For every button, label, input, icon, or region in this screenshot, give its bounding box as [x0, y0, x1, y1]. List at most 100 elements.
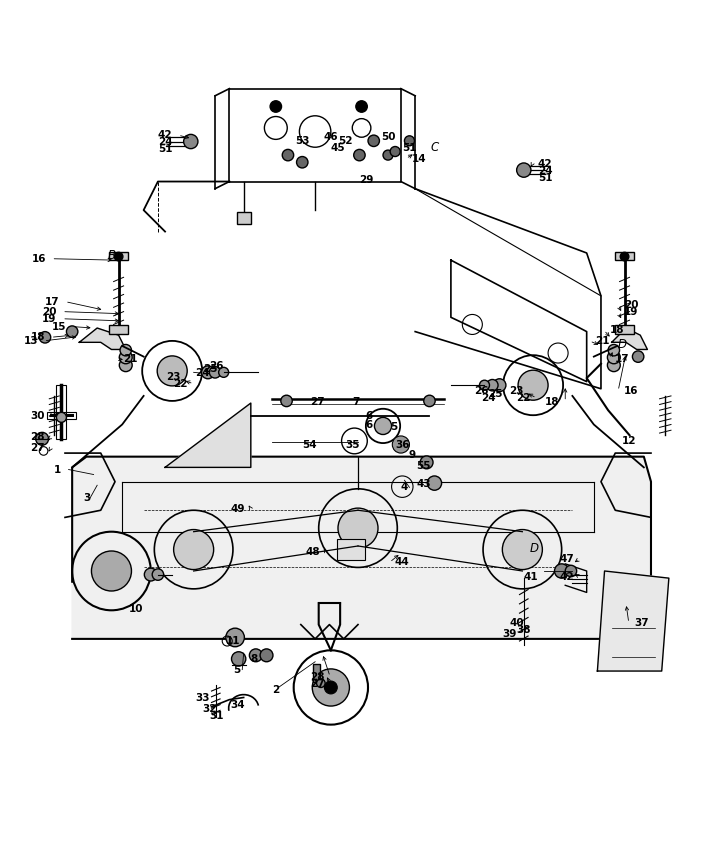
Circle shape — [153, 569, 164, 580]
Text: 41: 41 — [523, 571, 538, 582]
Circle shape — [503, 530, 542, 570]
Text: 48: 48 — [306, 547, 320, 557]
Text: 54: 54 — [302, 440, 316, 449]
Text: 45: 45 — [331, 143, 345, 153]
Circle shape — [632, 351, 644, 363]
Text: 51: 51 — [158, 144, 173, 155]
Text: 38: 38 — [516, 626, 531, 635]
Circle shape — [554, 564, 569, 578]
Text: 51: 51 — [538, 173, 553, 183]
Text: 4: 4 — [401, 482, 408, 492]
Circle shape — [158, 356, 187, 386]
Text: 36: 36 — [395, 440, 410, 449]
Text: 31: 31 — [209, 711, 224, 721]
Circle shape — [145, 568, 158, 581]
Bar — [337, 539, 365, 560]
Text: 20: 20 — [624, 301, 638, 310]
Circle shape — [249, 649, 262, 661]
Text: 51: 51 — [402, 143, 417, 153]
Circle shape — [67, 326, 78, 337]
Circle shape — [231, 652, 246, 666]
Text: 42: 42 — [559, 571, 574, 582]
Circle shape — [36, 432, 49, 445]
Text: 19: 19 — [42, 314, 57, 323]
Circle shape — [374, 418, 392, 435]
Bar — [236, 211, 251, 224]
Circle shape — [487, 380, 498, 391]
Text: 8: 8 — [251, 654, 258, 664]
Text: 24: 24 — [538, 166, 553, 176]
Bar — [615, 325, 634, 334]
Circle shape — [316, 679, 325, 688]
Circle shape — [390, 147, 400, 156]
Circle shape — [226, 628, 244, 647]
Text: 28: 28 — [31, 432, 45, 442]
Circle shape — [57, 413, 67, 422]
Text: 18: 18 — [31, 332, 45, 342]
Text: 30: 30 — [31, 411, 45, 421]
Text: 21: 21 — [595, 336, 609, 346]
Text: 18: 18 — [609, 325, 624, 335]
Text: 52: 52 — [338, 136, 352, 146]
Text: 35: 35 — [345, 440, 359, 449]
Circle shape — [518, 370, 548, 400]
Circle shape — [565, 565, 576, 576]
Circle shape — [201, 366, 214, 379]
Text: 15: 15 — [52, 322, 67, 332]
Text: 12: 12 — [622, 436, 637, 446]
Text: 2: 2 — [272, 685, 279, 695]
Text: 50: 50 — [381, 132, 395, 143]
Polygon shape — [611, 328, 647, 350]
Circle shape — [427, 476, 442, 490]
Circle shape — [392, 436, 410, 453]
Text: 49: 49 — [231, 503, 245, 514]
Text: 13: 13 — [24, 336, 38, 346]
Text: 42: 42 — [538, 159, 553, 169]
Text: 14: 14 — [412, 154, 426, 164]
Circle shape — [282, 149, 294, 160]
Text: D: D — [618, 338, 627, 351]
Text: 6: 6 — [365, 419, 372, 430]
Circle shape — [312, 669, 349, 706]
Circle shape — [383, 150, 393, 160]
Text: 22: 22 — [173, 379, 188, 389]
Bar — [615, 251, 634, 260]
Text: C: C — [430, 142, 439, 155]
Circle shape — [120, 345, 132, 356]
Text: 24: 24 — [195, 368, 210, 378]
Circle shape — [620, 252, 629, 261]
Polygon shape — [597, 571, 669, 671]
Circle shape — [424, 395, 435, 407]
Circle shape — [120, 359, 132, 372]
Text: 25: 25 — [488, 390, 503, 400]
Circle shape — [115, 252, 123, 261]
Circle shape — [480, 380, 490, 391]
Text: 55: 55 — [417, 461, 431, 471]
Circle shape — [281, 395, 292, 407]
Text: 19: 19 — [624, 307, 638, 318]
Text: D: D — [530, 542, 539, 554]
Text: 47: 47 — [559, 554, 574, 564]
Text: 17: 17 — [45, 296, 59, 306]
Bar — [110, 325, 128, 334]
Text: 23: 23 — [509, 386, 524, 396]
Circle shape — [356, 101, 367, 112]
Text: 43: 43 — [417, 479, 431, 489]
Bar — [57, 385, 67, 439]
Circle shape — [39, 332, 51, 343]
Circle shape — [517, 163, 531, 177]
Bar — [110, 251, 128, 260]
Text: 26: 26 — [209, 361, 224, 371]
Text: 20: 20 — [42, 306, 57, 317]
Text: 27: 27 — [310, 396, 324, 407]
Circle shape — [260, 649, 273, 661]
Text: 7: 7 — [352, 396, 359, 407]
Text: 46: 46 — [324, 132, 338, 143]
Text: 39: 39 — [503, 629, 517, 639]
Text: 33: 33 — [195, 693, 210, 703]
Text: 26: 26 — [474, 386, 488, 396]
Text: 24: 24 — [480, 393, 495, 403]
Text: 21: 21 — [123, 354, 138, 363]
Text: 44: 44 — [395, 558, 410, 567]
Circle shape — [338, 508, 378, 548]
